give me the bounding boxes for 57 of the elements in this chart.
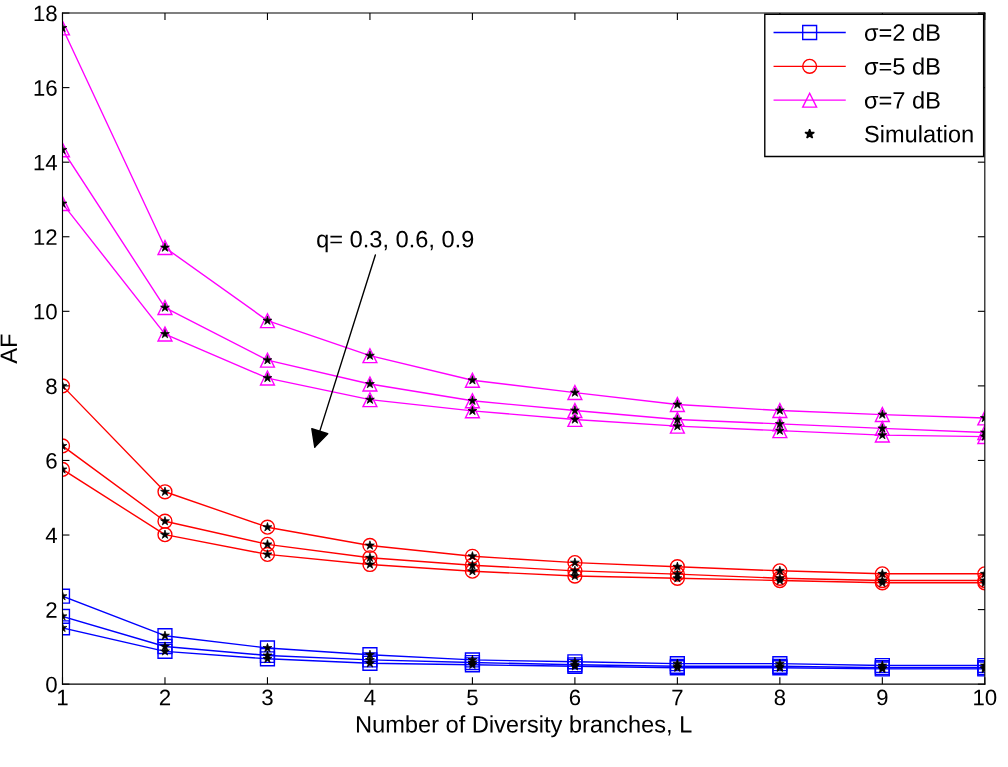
point	[157, 484, 173, 500]
point	[669, 411, 686, 428]
point	[362, 537, 378, 554]
x-tick-label: 5	[467, 689, 478, 706]
point	[259, 312, 276, 329]
legend-label: σ=5 dB	[864, 57, 940, 75]
x-tick-label: 6	[569, 689, 581, 706]
x-tick-label: 1	[58, 689, 68, 706]
y-tick-label: 4	[45, 527, 57, 544]
legend-label: σ=2 dB	[864, 23, 940, 42]
point	[464, 393, 481, 409]
point	[157, 527, 173, 543]
point	[362, 556, 378, 573]
point	[874, 406, 890, 423]
annotation: q= 0.3, 0.6, 0.9	[317, 230, 474, 253]
point	[157, 239, 173, 256]
x-tick-label: 8	[774, 689, 786, 706]
point	[157, 299, 173, 316]
point	[464, 403, 481, 419]
x-tick-label: 2	[159, 689, 171, 706]
legend-label: Simulation	[865, 125, 973, 143]
point	[567, 402, 583, 419]
point	[259, 647, 276, 664]
point	[772, 402, 788, 419]
point	[669, 396, 686, 413]
y-tick-label: 10	[34, 303, 57, 320]
x-axis-title: Number of Diversity branches, L	[356, 715, 692, 738]
y-axis-title: AF	[0, 334, 17, 364]
point	[874, 420, 890, 437]
y-tick-label: 6	[46, 452, 57, 469]
point	[157, 628, 173, 644]
y-tick-label: 2	[46, 602, 57, 618]
x-tick-label: 10	[974, 689, 997, 706]
x-tick-label: 9	[877, 689, 888, 706]
point	[567, 411, 583, 428]
point	[157, 638, 173, 655]
y-tick-label: 16	[34, 80, 57, 96]
point	[259, 546, 276, 563]
point	[567, 384, 583, 401]
legend-label: σ=7 dB	[864, 91, 940, 109]
point	[362, 392, 378, 408]
point	[669, 559, 686, 575]
point	[259, 651, 276, 667]
point	[567, 654, 583, 670]
point	[362, 550, 378, 566]
x-tick-label: 4	[364, 689, 376, 706]
y-tick-label: 18	[34, 5, 57, 22]
point	[362, 348, 378, 364]
point	[567, 554, 583, 571]
x-tick-label: 7	[672, 689, 683, 706]
point	[567, 563, 583, 579]
y-tick-label: 14	[34, 154, 57, 171]
x-tick-label: 3	[262, 689, 273, 706]
y-tick-label: 0	[46, 676, 57, 693]
y-tick-label: 12	[34, 229, 57, 245]
point	[362, 647, 378, 663]
y-tick-label: 8	[46, 378, 57, 395]
